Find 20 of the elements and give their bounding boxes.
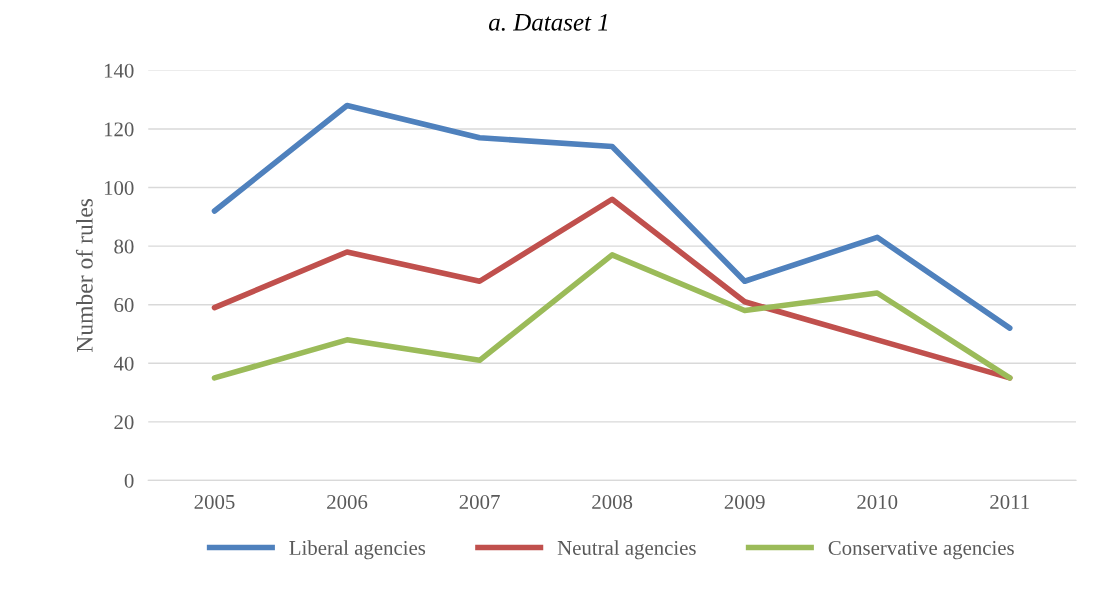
- x-tick-label: 2006: [327, 494, 368, 509]
- y-tick-label: 0: [124, 473, 134, 488]
- y-tick-label: 40: [113, 356, 134, 371]
- legend-label: Conservative agencies: [828, 540, 1014, 560]
- y-axis-title: Number of rules: [75, 198, 93, 353]
- legend-label: Liberal agencies: [289, 540, 426, 560]
- y-tick-label: 60: [114, 298, 134, 313]
- y-tick-label: 120: [104, 122, 134, 137]
- y-tick-label: 80: [114, 239, 134, 254]
- x-tick-label: 2011: [990, 494, 1029, 509]
- x-tick-label: 2010: [857, 494, 898, 509]
- chart-title: a. Dataset 1: [488, 13, 608, 31]
- legend-label: Neutral agencies: [557, 540, 696, 560]
- y-tick-label: 100: [104, 180, 134, 195]
- y-tick-label: 20: [114, 415, 134, 430]
- x-tick-label: 2005: [194, 494, 235, 509]
- x-tick-label: 2007: [459, 494, 500, 509]
- x-tick-label: 2009: [724, 494, 765, 509]
- x-tick-label: 2008: [592, 494, 633, 509]
- y-tick-label: 140: [104, 63, 134, 78]
